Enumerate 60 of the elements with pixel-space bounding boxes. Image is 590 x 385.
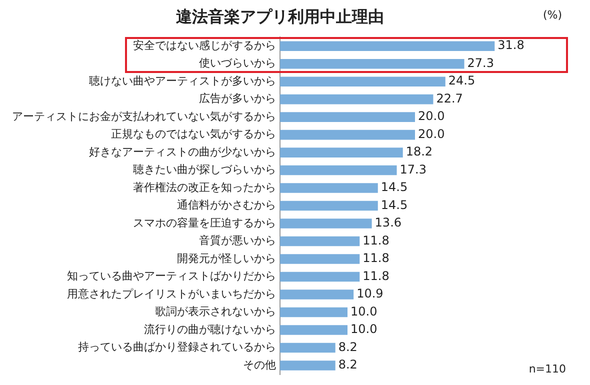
- data-label: 14.5: [380, 198, 408, 212]
- data-label: 13.6: [374, 216, 402, 230]
- y-tick-label: アーティストにお金が支払われていない気がするから: [12, 110, 276, 123]
- data-label: 11.8: [362, 268, 390, 283]
- bar: [280, 236, 360, 246]
- data-label: 10.0: [350, 322, 378, 336]
- y-tick-label: 音質が悪いから: [199, 234, 276, 248]
- y-tick-label: その他: [243, 358, 276, 372]
- data-label: 8.2: [338, 340, 358, 354]
- data-label: 10.9: [356, 286, 384, 301]
- bar: [280, 112, 415, 122]
- data-label: 27.3: [467, 56, 494, 70]
- y-tick-label: 知っている曲やアーティストばかりだから: [67, 270, 276, 283]
- bar: [280, 254, 360, 264]
- y-tick-label: 流行りの曲が聴けないから: [144, 322, 276, 336]
- y-tick-label: 持っている曲ばかり登録されているから: [78, 340, 276, 354]
- data-label: 11.8: [362, 251, 390, 266]
- y-tick-label: 広告が多いから: [199, 92, 276, 106]
- text: (%): [542, 8, 562, 22]
- y-tick-label: 好きなアーティストの曲が少ないから: [89, 145, 276, 158]
- data-label: 11.8: [362, 233, 390, 248]
- bar: [280, 94, 434, 104]
- y-tick-label: 聴きたい曲が探しづらいから: [133, 163, 276, 176]
- bar: [280, 76, 446, 86]
- bar: [280, 218, 372, 228]
- bar: [280, 325, 348, 335]
- bar: [280, 165, 397, 176]
- bar: [280, 58, 464, 69]
- y-tick-label: 聴けない曲やアーティストが多いから: [89, 74, 276, 88]
- y-tick-label: 正規なものではない気がするから: [111, 128, 276, 141]
- y-tick-label: 使いづらいから: [199, 56, 276, 70]
- data-label: 10.0: [350, 304, 378, 318]
- data-label: 14.5: [380, 180, 408, 194]
- y-tick-label: 安全ではない感じがするから: [133, 38, 276, 52]
- bar: [280, 290, 354, 300]
- chart-title: 違法音楽アプリ利用中止理由: [175, 6, 384, 26]
- bar: [280, 148, 403, 158]
- bar: [280, 307, 348, 318]
- y-tick-label: 用意されたプレイリストがいまいちだから: [67, 287, 276, 300]
- bar: [280, 272, 360, 282]
- bar: [280, 200, 378, 211]
- data-label: 17.3: [400, 162, 426, 176]
- y-tick-label: 通信料がかさむから: [177, 198, 276, 212]
- bar: [280, 41, 495, 51]
- data-label: 20.0: [418, 126, 445, 141]
- y-tick-label: スマホの容量を圧迫するから: [133, 216, 276, 230]
- data-label: 22.7: [436, 91, 463, 106]
- text: n=110: [528, 362, 566, 376]
- data-label: 18.2: [406, 144, 433, 159]
- y-tick-label: 歌詞が表示されないから: [155, 305, 276, 318]
- bar: [280, 183, 378, 193]
- bar: [280, 360, 336, 370]
- bar: [280, 342, 336, 353]
- data-label: 8.2: [338, 358, 358, 372]
- bar: [280, 130, 415, 140]
- data-label: 20.0: [418, 109, 445, 124]
- y-tick-label: 開発元が怪しいから: [177, 252, 276, 265]
- y-tick-label: 著作権法の改正を知ったから: [133, 180, 276, 194]
- data-label: 24.5: [448, 74, 476, 88]
- data-label: 31.8: [498, 38, 524, 52]
